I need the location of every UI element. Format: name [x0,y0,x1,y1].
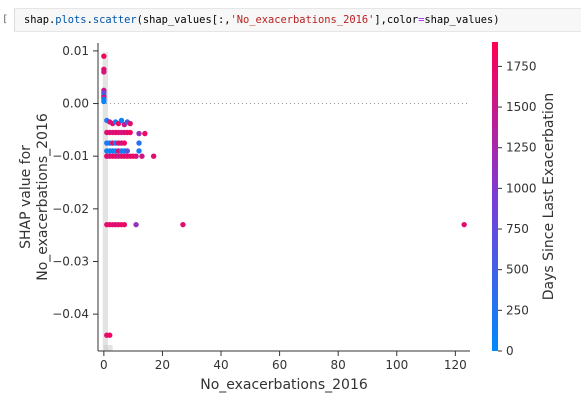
code-token: scatter [92,14,137,26]
y-tick-label: −0.01 [52,149,89,163]
y-tick-label: 0.01 [62,44,89,58]
x-tick-label: 60 [272,358,287,372]
data-point [101,98,107,105]
x-tick-label: 120 [444,358,467,372]
colorbar-tick-label: 500 [506,263,529,277]
data-point [139,153,145,159]
colorbar-layer: 0 250 500 750 1000 1250 1500 1750 Days Since Las… [492,42,557,358]
data-point [107,332,113,338]
data-point [136,140,142,146]
code-line[interactable]: shap.plots.scatter(shap_values[:,'No_exa… [24,14,500,26]
data-point [180,221,186,228]
code-token: ],color [374,14,419,26]
data-point [127,120,133,127]
colorbar-tick-label: 250 [506,303,529,317]
data-point [133,153,139,159]
data-point [101,69,107,75]
colorbar-tick-label: 1250 [506,141,537,155]
code-token: 'No_exacerbations_2016' [230,14,375,26]
data-point [133,221,139,228]
y-axis-label: SHAP value forNo_exacerbations_2016 [18,113,51,281]
histogram-layer [102,52,113,352]
data-point [101,53,107,59]
colorbar-label: Days Since Last Exacerbation [541,93,557,300]
data-point [127,129,133,136]
points-layer [101,53,467,338]
code-token: shap. [24,14,56,26]
data-point [150,153,157,159]
code-token: . [86,14,93,26]
colorbar-tick-label: 0 [506,344,514,358]
x-tick-label: 0 [100,358,108,372]
code-token: (shap_values[:, [136,14,231,26]
x-axis-label: No_exacerbations_2016 [200,377,368,393]
x-tick-label: 40 [213,358,228,372]
colorbar-tick-label: 1500 [506,100,537,114]
y-axis-label-line: No_exacerbations_2016 [35,113,51,281]
y-axis-label-line: SHAP value for [18,145,34,249]
data-point [121,221,128,228]
code-editor[interactable]: shap.plots.scatter(shap_values[:,'No_exa… [14,8,581,32]
data-point [136,148,142,154]
data-point [142,130,148,137]
data-point [118,117,125,124]
code-token: shap_values) [424,14,500,26]
x-tick-label: 80 [331,358,346,372]
colorbar-tick-label: 1750 [506,59,537,73]
histogram-bar [102,52,108,352]
x-tick-label: 20 [155,358,170,372]
data-point [124,148,130,154]
code-token: plots [55,14,87,26]
colorbar-tick-label: 750 [506,222,529,236]
data-point [461,221,467,228]
colorbar [492,42,498,351]
y-tick-label: 0.00 [62,97,89,111]
axes-layer: 0 20 40 60 80 100 120 0.01 0.00 −0.01 −0.02 −0.03 −0… [52,43,470,372]
data-point [136,130,142,137]
x-tick-label: 100 [385,358,408,372]
y-tick-label: −0.03 [52,254,89,268]
code-cell[interactable]: [ ]: shap.plots.scatter(shap_values[:,'N… [0,0,581,32]
y-tick-label: −0.02 [52,202,89,216]
y-tick-label: −0.04 [52,307,89,321]
colorbar-tick-label: 1000 [506,181,537,195]
code-token: = [418,14,425,26]
histogram-bar [103,345,113,351]
data-point [121,140,128,146]
